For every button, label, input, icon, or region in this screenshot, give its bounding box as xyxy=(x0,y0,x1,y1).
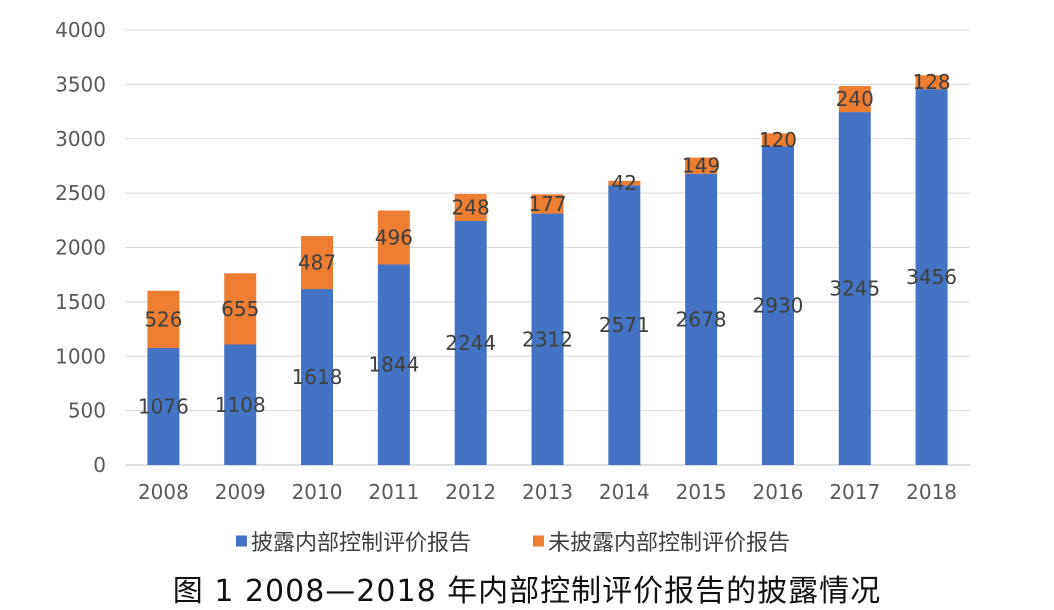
data-label-undisclosed: 42 xyxy=(612,171,637,195)
x-tick-label: 2008 xyxy=(138,480,189,504)
x-tick-label: 2012 xyxy=(445,480,496,504)
bar-disclosed xyxy=(685,173,718,465)
bar-undisclosed xyxy=(685,157,718,174)
data-label-disclosed: 1618 xyxy=(292,365,343,389)
x-tick-label: 2018 xyxy=(906,480,957,504)
bar-undisclosed xyxy=(224,273,257,345)
bar-undisclosed xyxy=(761,133,794,147)
data-label-undisclosed: 526 xyxy=(144,307,182,331)
data-labels: 1076 526 1108 655 1618 487 1844 496 2244 248 2312 1… xyxy=(138,70,957,418)
data-label-disclosed: 1108 xyxy=(215,393,266,417)
x-tick-label: 2010 xyxy=(292,480,343,504)
data-label-disclosed: 3456 xyxy=(906,265,957,289)
x-tick-label: 2015 xyxy=(676,480,727,504)
bars xyxy=(147,75,948,466)
data-label-disclosed: 2678 xyxy=(676,307,727,331)
bar-disclosed xyxy=(531,213,564,465)
x-tick-label: 2014 xyxy=(599,480,650,504)
bar-disclosed xyxy=(224,344,257,465)
data-label-undisclosed: 128 xyxy=(912,70,950,94)
bar-disclosed xyxy=(377,264,410,465)
data-label-disclosed: 2930 xyxy=(753,294,804,318)
bar-disclosed xyxy=(915,89,948,465)
data-label-disclosed: 2312 xyxy=(522,327,573,351)
bar-undisclosed xyxy=(377,210,410,265)
legend-swatch-undisclosed xyxy=(533,535,544,547)
bar-disclosed xyxy=(761,146,794,466)
y-tick-label: 4000 xyxy=(55,18,106,42)
x-tick-label: 2009 xyxy=(215,480,266,504)
y-tick-label: 3000 xyxy=(55,127,106,151)
data-label-undisclosed: 177 xyxy=(528,192,566,216)
bar-disclosed xyxy=(147,347,180,465)
y-tick-label: 1000 xyxy=(55,344,106,368)
y-tick-label: 500 xyxy=(68,399,106,423)
bar-undisclosed xyxy=(838,86,871,113)
y-tick-label: 3500 xyxy=(55,72,106,96)
x-axis-ticks: 2008 2009 2010 2011 2012 2013 2014 2015 2016 2017… xyxy=(138,480,957,504)
bar-undisclosed xyxy=(301,236,334,290)
x-tick-label: 2013 xyxy=(522,480,573,504)
bar-disclosed xyxy=(608,185,641,465)
x-tick-label: 2011 xyxy=(368,480,419,504)
bar-disclosed xyxy=(838,112,871,465)
legend: 披露内部控制评价报告 未披露内部控制评价报告 xyxy=(236,531,790,556)
data-label-undisclosed: 496 xyxy=(375,225,413,249)
y-axis-ticks: 0 500 1000 1500 2000 2500 3000 3500 4000 xyxy=(55,18,106,477)
data-label-undisclosed: 149 xyxy=(682,154,720,178)
stacked-bar-chart: 0 500 1000 1500 2000 2500 3000 3500 4000 1076 526… xyxy=(55,18,970,556)
bar-undisclosed xyxy=(608,180,641,186)
x-tick-label: 2017 xyxy=(829,480,880,504)
legend-swatch-disclosed xyxy=(236,535,247,547)
bar-disclosed xyxy=(301,289,334,465)
data-label-undisclosed: 655 xyxy=(221,297,259,321)
y-tick-label: 0 xyxy=(93,453,106,477)
data-label-disclosed: 1076 xyxy=(138,394,189,418)
legend-label-disclosed: 披露内部控制评价报告 xyxy=(251,531,471,556)
legend-label-undisclosed: 未披露内部控制评价报告 xyxy=(548,531,790,556)
data-label-disclosed: 3245 xyxy=(829,277,880,301)
y-tick-label: 2000 xyxy=(55,236,106,260)
bar-undisclosed xyxy=(531,194,564,214)
x-tick-label: 2016 xyxy=(753,480,804,504)
data-label-undisclosed: 248 xyxy=(452,195,490,219)
bar-undisclosed xyxy=(147,290,180,348)
data-label-undisclosed: 120 xyxy=(759,128,797,152)
data-label-undisclosed: 240 xyxy=(836,87,874,111)
y-tick-label: 1500 xyxy=(55,290,106,314)
bar-undisclosed xyxy=(454,193,487,221)
data-label-disclosed: 2244 xyxy=(445,331,496,355)
data-label-disclosed: 1844 xyxy=(368,353,419,377)
data-label-undisclosed: 487 xyxy=(298,251,336,275)
figure-caption: 图 1 2008—2018 年内部控制评价报告的披露情况 xyxy=(172,574,882,609)
bar-disclosed xyxy=(454,220,487,465)
bar-undisclosed xyxy=(915,75,948,90)
data-label-disclosed: 2571 xyxy=(599,313,650,337)
y-tick-label: 2500 xyxy=(55,181,106,205)
